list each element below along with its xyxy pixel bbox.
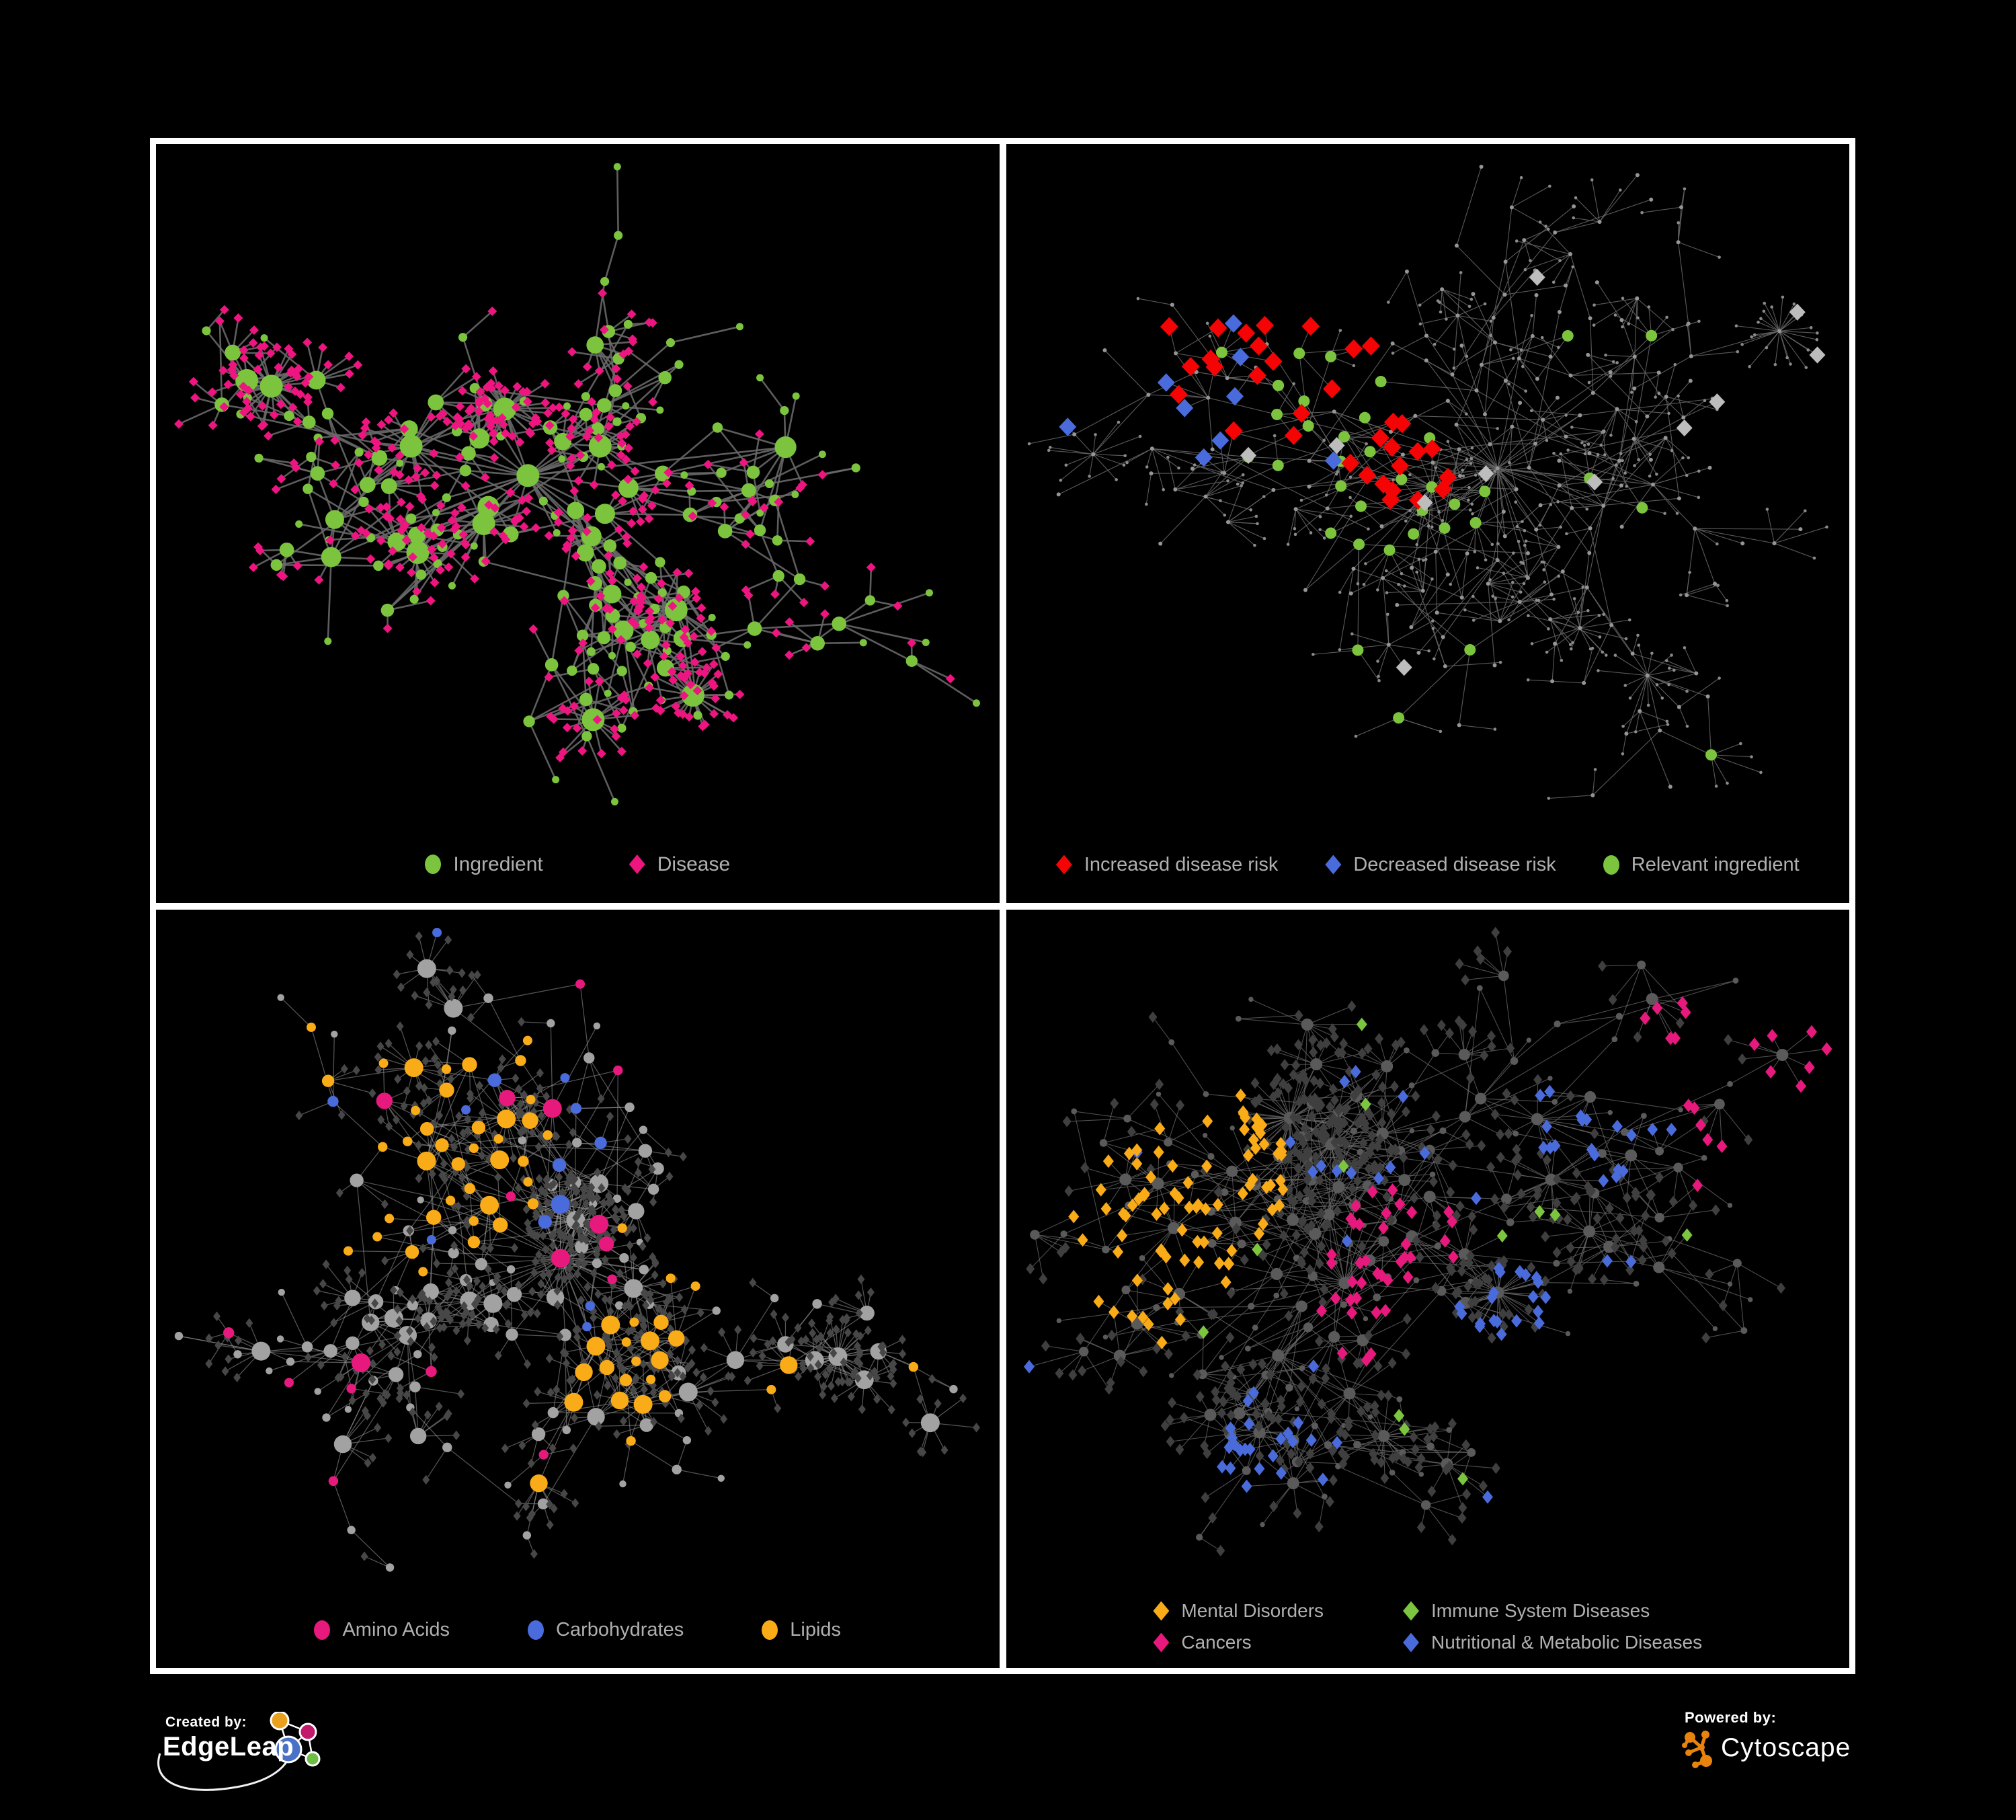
increased-risk-label: Increased disease risk xyxy=(1084,853,1279,875)
ingredient-classes-legend: Amino Acids Carbohydrates Lipids xyxy=(156,1619,1000,1641)
cancers-label: Cancers xyxy=(1181,1632,1252,1653)
cytoscape-logo-icon xyxy=(1682,1731,1712,1768)
edgeleap-branding: Created by: EdgeLeap xyxy=(156,1712,391,1818)
legend-item-nutritional-diseases: Nutritional & Metabolic Diseases xyxy=(1403,1632,1702,1653)
ingredient-disease-network-canvas[interactable] xyxy=(156,144,1000,903)
disease-risk-legend: Increased disease risk Decreased disease… xyxy=(1006,854,1850,876)
decreased-risk-diamond-icon xyxy=(1325,855,1342,875)
cytoscape-logo-row: Cytoscape xyxy=(1681,1728,1851,1768)
panel-ingredient-disease: Ingredient Disease xyxy=(156,144,1000,903)
panel-disease-classes: Mental Disorders Immune System Diseases … xyxy=(1006,909,1850,1669)
legend-item-increased-risk: Increased disease risk xyxy=(1055,853,1279,876)
ingredient-label: Ingredient xyxy=(453,853,543,875)
disease-classes-network-canvas[interactable] xyxy=(1006,910,1850,1669)
created-by-label: Created by: xyxy=(165,1714,247,1730)
legend-item-immune-diseases: Immune System Diseases xyxy=(1403,1600,1702,1622)
panel-ingredient-classes: Amino Acids Carbohydrates Lipids xyxy=(156,909,1000,1669)
disease-label: Disease xyxy=(657,853,731,875)
panel-disease-risk: Increased disease risk Decreased disease… xyxy=(1006,144,1850,903)
legend-item-ingredient: Ingredient xyxy=(425,853,543,876)
panel-grid: Ingredient Disease Increased disease ris… xyxy=(150,138,1855,1674)
amino-acids-circle-icon xyxy=(314,1620,331,1640)
carbohydrates-label: Carbohydrates xyxy=(556,1619,684,1640)
nutritional-diseases-label: Nutritional & Metabolic Diseases xyxy=(1431,1632,1703,1653)
relevant-ingredient-circle-icon xyxy=(1603,855,1619,875)
legend-item-disease: Disease xyxy=(629,853,730,876)
legend-item-lipids: Lipids xyxy=(762,1619,841,1641)
decreased-risk-label: Decreased disease risk xyxy=(1353,853,1556,875)
ingredient-disease-legend: Ingredient Disease xyxy=(156,853,1000,876)
relevant-ingredient-label: Relevant ingredient xyxy=(1631,853,1800,875)
ingredient-circle-icon xyxy=(425,855,442,874)
ingredient-classes-network-canvas[interactable] xyxy=(156,910,1000,1669)
edgeleap-logo-icon xyxy=(157,1712,321,1791)
legend-item-cancers: Cancers xyxy=(1153,1632,1324,1653)
disease-classes-legend: Mental Disorders Immune System Diseases … xyxy=(1006,1600,1850,1653)
legend-item-amino-acids: Amino Acids xyxy=(314,1619,450,1641)
carbohydrates-circle-icon xyxy=(528,1620,545,1640)
legend-item-decreased-risk: Decreased disease risk xyxy=(1325,854,1556,876)
disease-diamond-icon xyxy=(629,855,645,874)
powered-by-label: Powered by: xyxy=(1685,1709,1777,1726)
immune-diseases-diamond-icon xyxy=(1403,1601,1420,1621)
increased-risk-diamond-icon xyxy=(1055,855,1072,875)
disease-risk-network-canvas[interactable] xyxy=(1006,144,1850,903)
mental-disorders-label: Mental Disorders xyxy=(1181,1600,1324,1621)
lipids-circle-icon xyxy=(762,1620,778,1640)
edgeleap-name: EdgeLeap xyxy=(163,1732,294,1762)
cancers-diamond-icon xyxy=(1153,1632,1170,1653)
mental-disorders-diamond-icon xyxy=(1153,1601,1170,1621)
legend-item-mental-disorders: Mental Disorders xyxy=(1153,1600,1324,1622)
nutritional-diseases-diamond-icon xyxy=(1403,1632,1420,1653)
cytoscape-branding: Powered by: xyxy=(1675,1706,1863,1790)
legend-item-carbohydrates: Carbohydrates xyxy=(528,1619,684,1641)
immune-diseases-label: Immune System Diseases xyxy=(1431,1600,1650,1621)
cytoscape-name: Cytoscape xyxy=(1721,1733,1851,1762)
legend-item-relevant-ingredient: Relevant ingredient xyxy=(1603,854,1800,876)
lipids-label: Lipids xyxy=(790,1619,842,1640)
amino-acids-label: Amino Acids xyxy=(342,1619,450,1640)
